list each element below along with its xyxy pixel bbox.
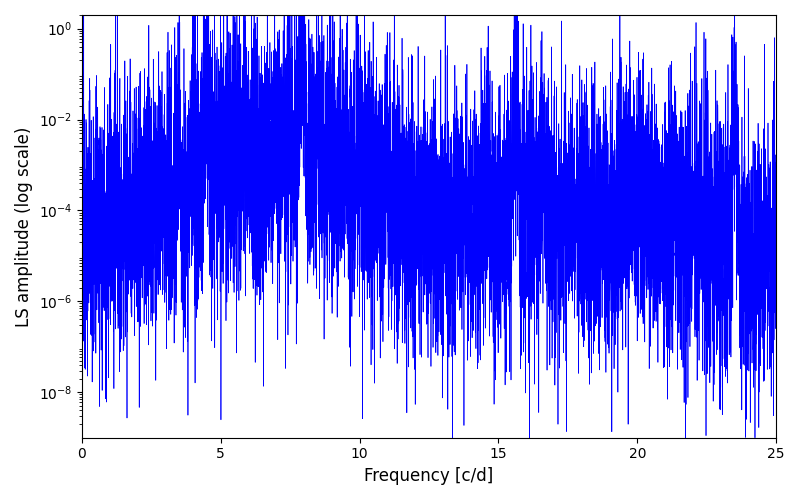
- X-axis label: Frequency [c/d]: Frequency [c/d]: [364, 467, 494, 485]
- Y-axis label: LS amplitude (log scale): LS amplitude (log scale): [15, 126, 33, 326]
